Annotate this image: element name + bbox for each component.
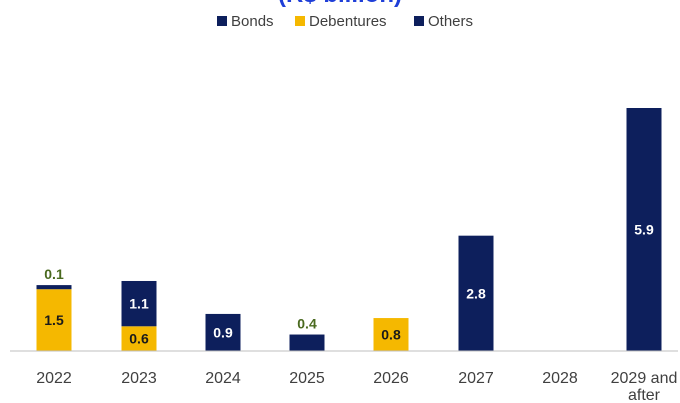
bar-bonds-3 — [289, 334, 325, 351]
legend-label-debentures: Debentures — [309, 13, 387, 30]
x-tick-2: 2024 — [205, 370, 241, 387]
data-labels-group: 1.5 0.1 0.6 1.1 0.9 0.4 0.8 2.8 5.9 — [44, 222, 654, 347]
bars-group — [36, 108, 662, 351]
data-label-bonds-0: 0.1 — [44, 266, 64, 282]
bar-bonds-1 — [121, 280, 157, 327]
data-label-debentures-1: 0.6 — [129, 331, 149, 347]
data-label-debentures-4: 0.8 — [381, 327, 401, 343]
x-tick-4: 2026 — [373, 370, 409, 387]
data-label-bonds-3: 0.4 — [297, 316, 317, 332]
legend-swatch-others — [414, 16, 424, 26]
legend: Bonds Debentures Others — [217, 13, 473, 30]
data-label-bonds-7: 5.9 — [634, 222, 654, 238]
bar-debentures-1 — [121, 326, 157, 351]
bar-bonds-7 — [626, 108, 662, 351]
x-tick-3: 2025 — [289, 370, 325, 387]
legend-label-others: Others — [428, 13, 473, 30]
bar-bonds-0 — [36, 285, 72, 290]
legend-swatch-debentures — [295, 16, 305, 26]
data-label-bonds-5: 2.8 — [466, 285, 486, 301]
x-tick-1: 2023 — [121, 370, 157, 387]
x-tick-6: 2028 — [542, 370, 578, 387]
legend-swatch-bonds — [217, 16, 227, 26]
x-tick-5: 2027 — [458, 370, 494, 387]
legend-label-bonds: Bonds — [231, 13, 274, 30]
data-label-bonds-1: 1.1 — [129, 296, 149, 312]
bar-debentures-4 — [373, 318, 409, 351]
x-tick-0: 2022 — [36, 370, 72, 387]
data-label-bonds-2: 0.9 — [213, 324, 233, 340]
chart-title-cropped: (R$ billion) — [278, 0, 402, 8]
bar-bonds-2 — [205, 313, 241, 351]
bar-debentures-0 — [36, 289, 72, 351]
x-tick-labels: 2022 2023 2024 2025 2026 2027 2028 2029 and afte… — [36, 370, 677, 403]
x-tick-7: 2029 and after — [611, 370, 678, 403]
data-label-debentures-0: 1.5 — [44, 312, 64, 328]
bar-bonds-5 — [458, 235, 494, 351]
